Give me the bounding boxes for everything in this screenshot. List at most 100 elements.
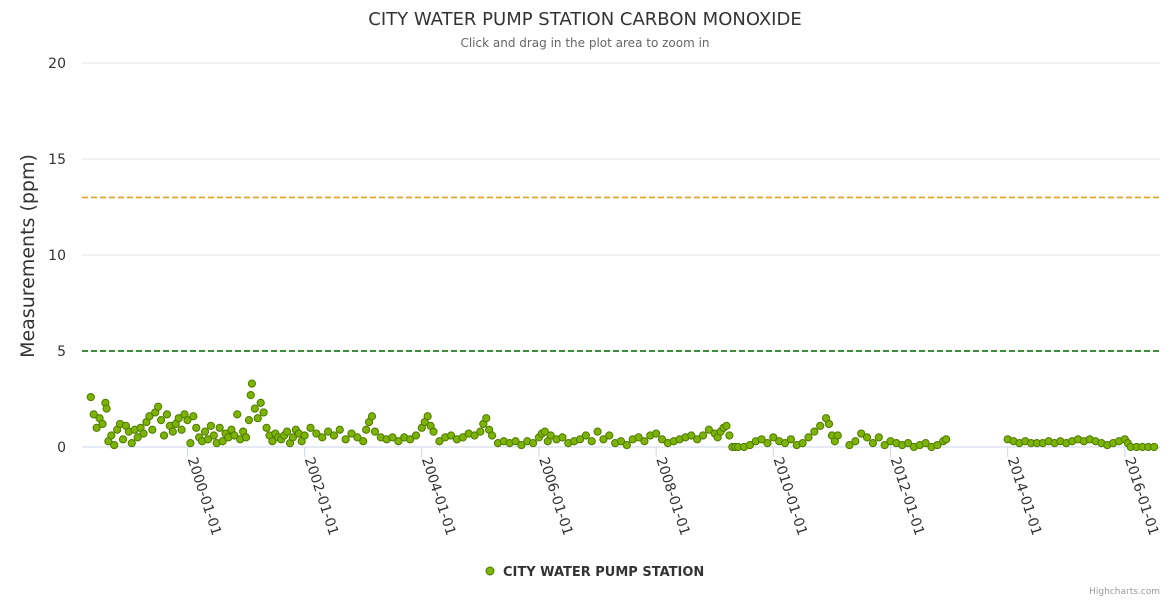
data-point[interactable] (300, 431, 309, 440)
data-point[interactable] (118, 435, 128, 444)
data-point[interactable] (154, 402, 163, 411)
data-point[interactable] (268, 437, 277, 446)
data-point[interactable] (804, 433, 813, 442)
data-point[interactable] (810, 427, 819, 436)
data-point[interactable] (1150, 442, 1159, 452)
data-point[interactable] (687, 431, 696, 440)
data-point[interactable] (529, 439, 538, 448)
data-point[interactable] (209, 431, 218, 440)
data-point[interactable] (127, 439, 136, 448)
data-point[interactable] (335, 425, 344, 434)
data-point[interactable] (862, 433, 872, 442)
data-point[interactable] (446, 431, 456, 440)
data-point[interactable] (159, 431, 169, 440)
data-point[interactable] (312, 429, 321, 438)
data-point[interactable] (92, 423, 101, 432)
data-point[interactable] (218, 437, 227, 446)
data-point[interactable] (581, 431, 590, 440)
data-point[interactable] (388, 433, 397, 442)
data-point[interactable] (933, 440, 942, 450)
data-point[interactable] (786, 435, 796, 444)
data-point[interactable] (698, 431, 708, 440)
data-point[interactable] (704, 425, 713, 434)
data-point[interactable] (102, 404, 111, 413)
data-point[interactable] (540, 427, 549, 436)
data-point[interactable] (230, 431, 239, 440)
data-point[interactable] (652, 429, 661, 438)
data-point[interactable] (177, 425, 186, 434)
data-point[interactable] (256, 398, 265, 407)
data-point[interactable] (517, 440, 526, 450)
data-point[interactable] (189, 412, 198, 421)
data-point[interactable] (156, 416, 166, 425)
scatter-points[interactable] (86, 379, 1159, 452)
data-point[interactable] (133, 433, 142, 442)
data-point[interactable] (546, 431, 555, 440)
data-point[interactable] (139, 429, 148, 438)
data-point[interactable] (880, 440, 889, 450)
data-point[interactable] (318, 433, 327, 442)
data-point[interactable] (98, 419, 107, 429)
data-point[interactable] (186, 439, 195, 448)
data-point[interactable] (845, 440, 854, 450)
data-point[interactable] (868, 439, 878, 448)
data-point[interactable] (599, 435, 608, 444)
data-point[interactable] (593, 427, 602, 436)
data-point[interactable] (857, 429, 866, 438)
data-point[interactable] (323, 427, 333, 436)
data-point[interactable] (253, 414, 262, 423)
data-point[interactable] (874, 433, 883, 442)
data-point[interactable] (657, 435, 667, 444)
data-point[interactable] (247, 379, 257, 388)
data-point[interactable] (405, 435, 415, 444)
data-point[interactable] (183, 416, 192, 425)
data-point[interactable] (353, 433, 362, 442)
data-point[interactable] (86, 392, 95, 402)
data-point[interactable] (640, 437, 649, 446)
data-point[interactable] (763, 439, 772, 448)
data-point[interactable] (435, 437, 444, 446)
data-point[interactable] (722, 421, 731, 430)
data-point[interactable] (769, 433, 778, 442)
data-point[interactable] (306, 423, 315, 432)
data-point[interactable] (423, 412, 432, 421)
data-point[interactable] (244, 416, 254, 425)
data-point[interactable] (816, 421, 825, 430)
data-point[interactable] (921, 439, 930, 448)
data-point[interactable] (148, 425, 157, 434)
data-point[interactable] (233, 410, 242, 419)
data-point[interactable] (347, 429, 356, 438)
legend-item[interactable]: CITY WATER PUMP STATION (485, 565, 704, 580)
data-point[interactable] (394, 437, 403, 446)
data-point[interactable] (362, 425, 371, 434)
data-point[interactable] (851, 437, 860, 446)
data-point[interactable] (470, 431, 479, 440)
data-point[interactable] (903, 439, 913, 448)
data-point[interactable] (429, 427, 438, 436)
data-point[interactable] (780, 439, 790, 448)
data-point[interactable] (511, 437, 520, 446)
data-point[interactable] (367, 412, 377, 421)
data-point[interactable] (145, 412, 154, 421)
data-point[interactable] (693, 435, 702, 444)
data-point[interactable] (241, 433, 251, 442)
data-point[interactable] (89, 410, 98, 419)
data-point[interactable] (616, 437, 626, 446)
data-point[interactable] (250, 404, 259, 413)
data-point[interactable] (411, 431, 421, 440)
data-point[interactable] (757, 435, 766, 444)
data-point[interactable] (458, 433, 467, 442)
data-point[interactable] (246, 391, 255, 400)
data-point[interactable] (370, 427, 380, 436)
data-point[interactable] (174, 414, 183, 423)
data-point[interactable] (558, 433, 567, 442)
data-point[interactable] (168, 427, 177, 436)
data-point[interactable] (622, 440, 631, 450)
data-point[interactable] (833, 431, 842, 440)
data-point[interactable] (107, 431, 116, 440)
data-point[interactable] (587, 437, 596, 446)
data-point[interactable] (259, 408, 268, 417)
data-point[interactable] (162, 410, 172, 419)
data-point[interactable] (206, 421, 215, 430)
